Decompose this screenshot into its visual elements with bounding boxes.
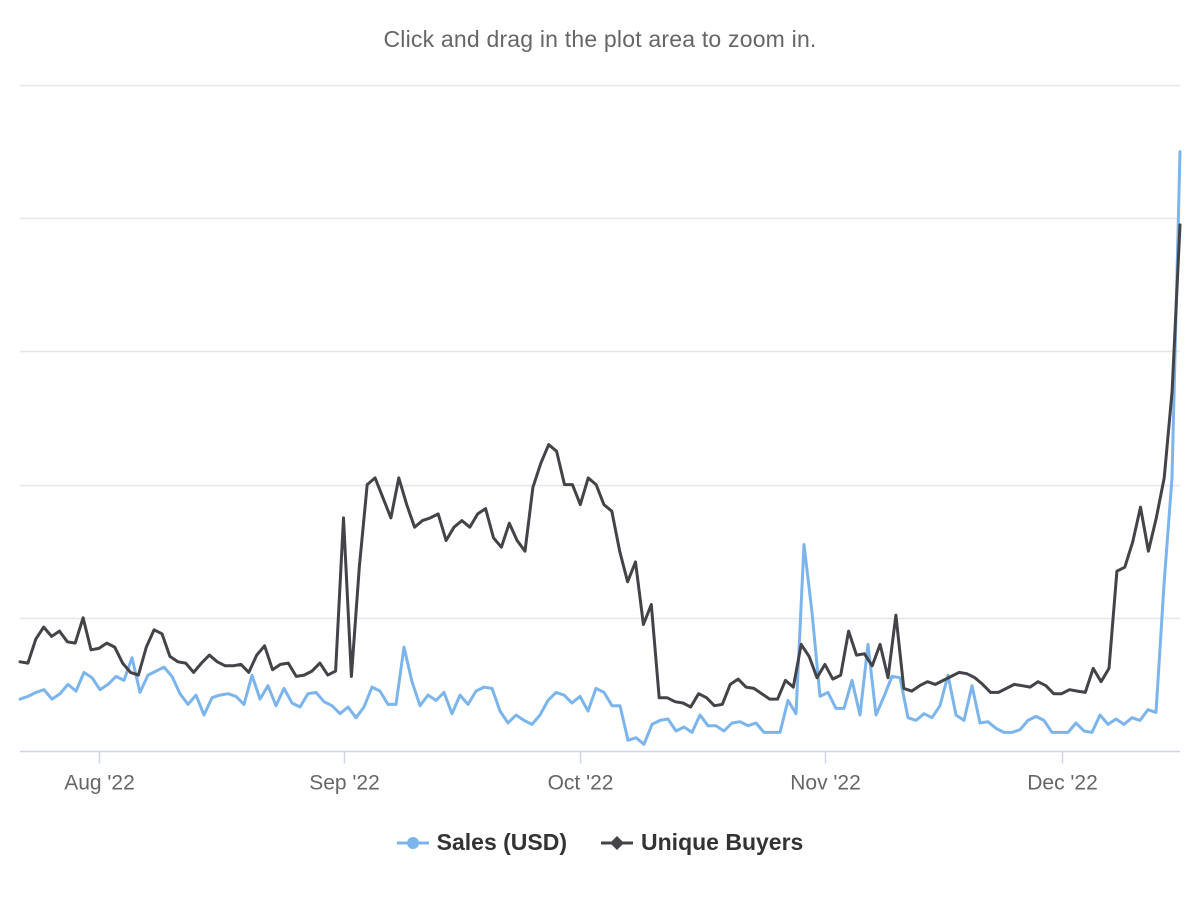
x-tick-label: Nov '22 — [790, 772, 861, 795]
x-axis: Aug '22 Sep '22 Oct '22 Nov '22 Dec '22 — [20, 750, 1180, 795]
legend-item-sales[interactable]: Sales (USD) — [396, 829, 568, 856]
legend-item-buyers[interactable]: Unique Buyers — [601, 829, 803, 856]
series-line-sales[interactable] — [18, 150, 1182, 746]
series-line-unique-buyers[interactable] — [18, 223, 1182, 709]
legend-diamond-icon — [601, 835, 634, 850]
legend: Sales (USD) Unique Buyers — [0, 829, 1200, 856]
legend-circle-icon — [396, 836, 429, 849]
x-tick-label: Oct '22 — [548, 772, 614, 795]
chart-subtitle: Click and drag in the plot area to zoom … — [383, 26, 817, 52]
x-tick-label: Sep '22 — [309, 772, 380, 795]
x-tick-label: Dec '22 — [1027, 772, 1098, 795]
legend-label-sales: Sales (USD) — [436, 829, 568, 855]
legend-label-buyers: Unique Buyers — [641, 829, 804, 855]
x-tick-label: Aug '22 — [64, 772, 135, 795]
series-lines[interactable] — [18, 150, 1182, 746]
grid-lines — [20, 84, 1180, 620]
